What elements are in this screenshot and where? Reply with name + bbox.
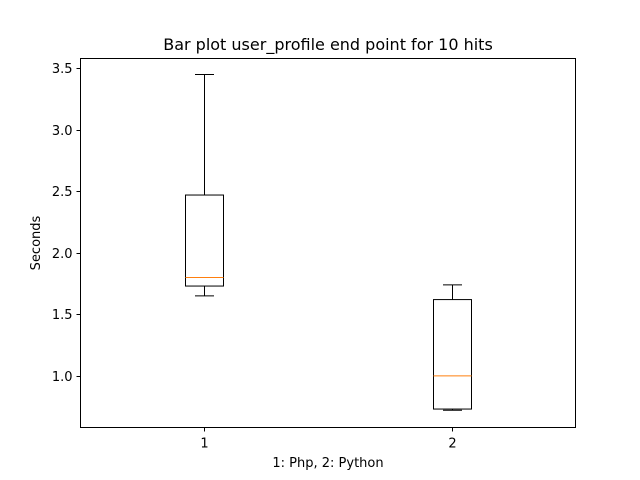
plot-area <box>185 73 472 411</box>
axes-frame <box>80 58 576 428</box>
y-axis: 1.0 1.5 2.0 2.5 3.0 3.5 <box>52 62 81 385</box>
y-tick-label: 3.0 <box>52 124 73 139</box>
y-tick-label: 3.5 <box>52 62 73 77</box>
y-tick-label: 1.0 <box>52 370 73 385</box>
box-iqr <box>185 194 224 287</box>
x-tick-label: 2 <box>448 437 456 452</box>
box-1 <box>185 73 224 297</box>
box-iqr <box>433 299 472 410</box>
y-axis-label: Seconds <box>29 215 44 270</box>
box-2 <box>433 284 472 411</box>
y-tick-label: 2.0 <box>52 247 73 262</box>
chart-title: Bar plot user_profile end point for 10 h… <box>163 35 493 55</box>
x-tick-label: 1 <box>200 437 208 452</box>
y-tick-label: 1.5 <box>52 308 73 323</box>
x-axis-label: 1: Php, 2: Python <box>272 456 383 471</box>
y-tick-label: 2.5 <box>52 185 73 200</box>
